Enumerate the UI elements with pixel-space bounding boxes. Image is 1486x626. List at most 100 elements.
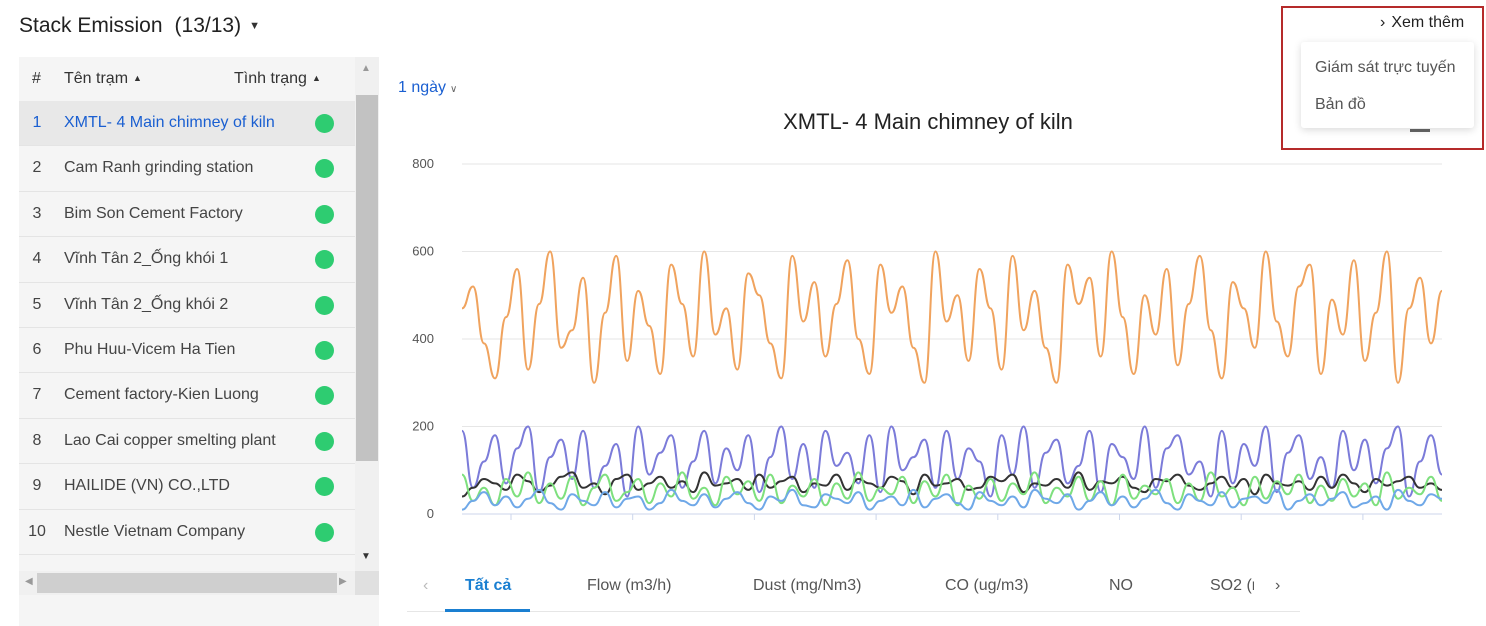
sort-up-icon[interactable]: ▲ <box>133 73 142 83</box>
status-dot-icon <box>315 159 334 179</box>
table-row[interactable]: 9 HAILIDE (VN) CO.,LTD <box>19 464 355 510</box>
tabs-prev-icon[interactable]: ‹ <box>423 577 429 594</box>
status-dot-icon <box>315 522 334 542</box>
tab-dust[interactable]: Dust (mg/Nm3) <box>753 577 862 594</box>
station-name[interactable]: XMTL- 4 Main chimney of kiln <box>64 114 275 131</box>
scroll-corner <box>355 571 379 595</box>
row-number: 1 <box>32 114 42 131</box>
chevron-down-icon: ∨ <box>450 84 458 95</box>
station-table: # Tên trạm ▲ Tình trạng ▲ 1 XMTL- 4 Main ch… <box>19 57 379 626</box>
station-name[interactable]: Vĩnh Tân 2_Ống khói 1 <box>64 250 229 268</box>
status-dot-icon <box>315 340 334 360</box>
table-row[interactable]: 1 XMTL- 4 Main chimney of kiln <box>19 101 355 147</box>
horizontal-scrollbar[interactable]: ◀ ▶ <box>19 571 355 595</box>
station-name[interactable]: Phu Huu-Vicem Ha Tien <box>64 340 236 358</box>
series-line-3[interactable] <box>461 471 1443 507</box>
page-header: Stack Emission (13/13) ▼ <box>19 12 260 40</box>
column-status-label: Tình trạng <box>234 70 307 87</box>
row-number: 4 <box>32 250 42 268</box>
station-name[interactable]: HAILIDE (VN) CO.,LTD <box>64 477 230 495</box>
chevron-right-icon: › <box>1380 14 1386 31</box>
status-dot-icon <box>315 114 334 133</box>
row-number: 2 <box>32 159 42 177</box>
tab-all[interactable]: Tất cả <box>465 577 512 594</box>
table-row[interactable]: 4 Vĩnh Tân 2_Ống khói 1 <box>19 237 355 283</box>
column-header-num: # <box>32 70 41 87</box>
table-row[interactable]: 6 Phu Huu-Vicem Ha Tien <box>19 327 355 374</box>
row-number: 8 <box>32 431 42 449</box>
parameter-tabs: ‹ Tất cả Flow (m3/h) Dust (mg/Nm3) CO (u… <box>407 565 1300 612</box>
tabs-next-icon[interactable]: › <box>1275 577 1281 594</box>
more-label: Xem thêm <box>1391 14 1465 31</box>
status-dot-icon <box>315 250 334 270</box>
x-tick-label: 03:00 <box>1347 524 1380 527</box>
sort-up-icon[interactable]: ▲ <box>311 73 321 83</box>
series-line-4[interactable] <box>461 488 1443 511</box>
y-tick-label: 0 <box>427 506 434 521</box>
x-tick-label: 18:00 <box>982 524 1015 527</box>
highlight-box <box>1281 6 1484 150</box>
series-line-0[interactable] <box>461 250 1443 384</box>
row-number: 10 <box>28 522 46 540</box>
tab-no[interactable]: NO <box>1109 577 1133 594</box>
table-row[interactable]: 8 Lao Cai copper smelting plant <box>19 418 355 465</box>
column-name-label: Tên trạm <box>64 70 129 87</box>
status-dot-icon <box>315 386 334 406</box>
table-row[interactable]: 3 Bim Son Cement Factory <box>19 191 355 238</box>
row-number: 9 <box>32 477 42 495</box>
x-tick-label: 15:00 <box>860 524 893 527</box>
scroll-left-icon[interactable]: ◀ <box>25 576 33 587</box>
row-number: 5 <box>32 295 42 313</box>
x-tick-label: 21:00 <box>1103 524 1136 527</box>
menu-item-online-monitoring[interactable]: Giám sát trực tuyến <box>1315 59 1456 76</box>
table-body: 1 XMTL- 4 Main chimney of kiln 2 Cam Ranh g… <box>19 101 355 555</box>
more-button[interactable]: › Xem thêm <box>1380 14 1464 32</box>
scrollbar-thumb[interactable] <box>356 95 378 461</box>
x-tick-label: 11. Nov <box>1219 524 1263 527</box>
status-dot-icon <box>315 431 334 451</box>
table-row[interactable]: 5 Vĩnh Tân 2_Ống khói 2 <box>19 282 355 328</box>
station-name[interactable]: Nestle Vietnam Company <box>64 522 246 540</box>
row-number: 6 <box>32 340 42 358</box>
station-name[interactable]: Cam Ranh grinding station <box>64 159 254 177</box>
table-header: # Tên trạm ▲ Tình trạng ▲ <box>19 57 355 101</box>
page-title: Stack Emission <box>19 14 163 37</box>
menu-item-map[interactable]: Bản đồ <box>1315 96 1366 113</box>
series-line-1[interactable] <box>461 425 1443 498</box>
period-selector[interactable]: 1 ngày ∨ <box>398 79 457 97</box>
scroll-right-icon[interactable]: ▶ <box>339 576 347 587</box>
vertical-scrollbar[interactable]: ▲ ▼ <box>355 57 379 571</box>
tab-so2[interactable]: SO2 (m <box>1210 577 1254 594</box>
table-row[interactable]: 7 Cement factory-Kien Luong <box>19 373 355 419</box>
emission-line-chart: 0 200 400 600 800 06:00 09:00 12:00 15:00 18:00 21… <box>412 156 1443 527</box>
table-row[interactable]: 2 Cam Ranh grinding station <box>19 146 355 192</box>
chart-panel: 1 ngày ∨ XMTL- 4 Main chimney of kiln 0 20… <box>380 57 1476 626</box>
active-tab-indicator <box>445 609 530 612</box>
row-number: 3 <box>32 204 42 222</box>
x-tick-label: 12:00 <box>738 524 771 527</box>
y-tick-label: 600 <box>412 244 434 259</box>
x-tick-label: 06:00 <box>495 524 528 527</box>
x-tick-label: 09:00 <box>616 524 649 527</box>
chart-menu-icon[interactable] <box>1410 129 1440 135</box>
station-name[interactable]: Bim Son Cement Factory <box>64 204 243 222</box>
more-dropdown-menu: Giám sát trực tuyến Bản đồ <box>1301 42 1474 128</box>
status-dot-icon <box>315 295 334 315</box>
column-header-status[interactable]: Tình trạng ▲ <box>234 70 321 88</box>
station-name[interactable]: Cement factory-Kien Luong <box>64 386 259 404</box>
tab-co[interactable]: CO (ug/m3) <box>945 577 1029 594</box>
table-row[interactable]: 10 Nestle Vietnam Company <box>19 509 355 555</box>
status-dot-icon <box>315 477 334 497</box>
station-count[interactable]: (13/13) <box>174 14 242 37</box>
scrollbar-thumb-horizontal[interactable] <box>37 573 337 593</box>
y-tick-label: 800 <box>412 156 434 171</box>
caret-down-icon[interactable]: ▼ <box>249 20 260 32</box>
series-line-2[interactable] <box>461 471 1443 498</box>
scroll-up-icon[interactable]: ▲ <box>361 63 371 74</box>
tab-flow[interactable]: Flow (m3/h) <box>587 577 672 594</box>
station-name[interactable]: Lao Cai copper smelting plant <box>64 431 276 449</box>
scroll-down-icon[interactable]: ▼ <box>361 551 371 562</box>
column-header-name[interactable]: Tên trạm ▲ <box>64 70 142 88</box>
chart-title: XMTL- 4 Main chimney of kiln <box>783 109 1073 134</box>
station-name[interactable]: Vĩnh Tân 2_Ống khói 2 <box>64 295 229 313</box>
